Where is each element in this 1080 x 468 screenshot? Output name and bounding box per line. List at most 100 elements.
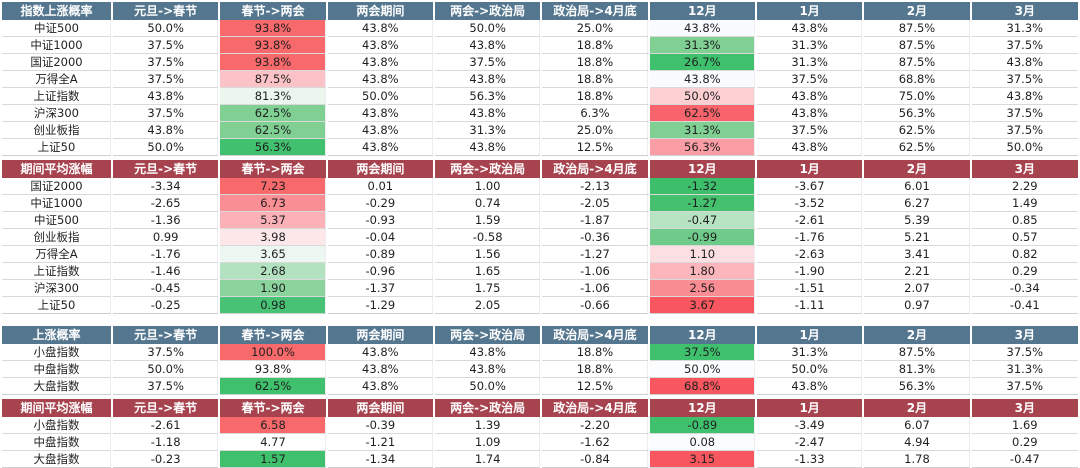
- data-cell: 43.8%: [755, 87, 865, 105]
- data-cell: 0.74: [433, 194, 543, 212]
- data-cell: 43.8%: [326, 36, 435, 54]
- data-cell: 37.5%: [755, 70, 865, 88]
- row-label: 创业板指: [2, 121, 113, 139]
- data-cell: -0.47: [648, 211, 757, 229]
- data-cell: 43.8%: [326, 53, 435, 71]
- column-header: 1月: [755, 399, 865, 417]
- data-cell: 2.05: [433, 296, 543, 314]
- data-cell: 100.0%: [219, 344, 328, 361]
- data-cell: 18.8%: [541, 53, 650, 71]
- data-cell: 37.5%: [970, 377, 1078, 395]
- table-title: 期间平均涨幅: [2, 160, 113, 178]
- column-header: 1月: [755, 2, 865, 20]
- row-label: 沪深300: [2, 104, 113, 122]
- data-cell: 2.68: [219, 262, 328, 280]
- column-header: 政治局->4月底: [541, 160, 650, 178]
- table-row: 创业板指 43.8% 62.5% 43.8% 31.3% 25.0% 31.3% 37.5% 6…: [2, 121, 1078, 139]
- row-label: 小盘指数: [2, 417, 113, 434]
- column-header: 政治局->4月底: [541, 399, 650, 417]
- data-cell: 1.57: [219, 450, 328, 468]
- column-header: 3月: [970, 160, 1078, 178]
- data-cell: 1.90: [219, 279, 328, 297]
- table-row: 创业板指 0.99 3.98 -0.04 -0.58 -0.36 -0.99 -1.76 5.2…: [2, 228, 1078, 246]
- data-cell: 0.08: [648, 433, 757, 451]
- data-cell: 93.8%: [219, 36, 328, 54]
- data-cell: 37.5%: [970, 344, 1078, 361]
- data-cell: 43.8%: [433, 138, 543, 156]
- table-row: 国证2000 -3.34 7.23 0.01 1.00 -2.13 -1.32 -3.67 6.…: [2, 178, 1078, 195]
- data-cell: -3.34: [112, 178, 221, 195]
- column-header: 两会->政治局: [433, 2, 543, 20]
- data-cell: 18.8%: [541, 344, 650, 361]
- data-cell: 6.07: [863, 417, 972, 434]
- data-cell: -1.27: [541, 245, 650, 263]
- data-cell: 43.8%: [755, 138, 865, 156]
- data-cell: 18.8%: [541, 87, 650, 105]
- data-cell: -0.39: [326, 417, 435, 434]
- column-header: 2月: [863, 160, 972, 178]
- table-row: 小盘指数 37.5% 100.0% 43.8% 43.8% 18.8% 37.5% 31.3%…: [2, 344, 1078, 361]
- data-cell: -1.32: [648, 178, 757, 195]
- data-cell: -0.96: [326, 262, 435, 280]
- data-cell: 0.29: [970, 433, 1078, 451]
- column-header: 2月: [863, 326, 972, 344]
- data-cell: 31.3%: [433, 121, 543, 139]
- data-cell: 50.0%: [433, 20, 543, 37]
- data-cell: 37.5%: [112, 36, 221, 54]
- data-cell: -0.23: [112, 450, 221, 468]
- data-cell: 68.8%: [648, 377, 757, 395]
- table-title: 期间平均涨幅: [2, 399, 113, 417]
- table-row: 国证2000 37.5% 93.8% 43.8% 37.5% 18.8% 26.7% 31.3…: [2, 53, 1078, 71]
- data-cell: -2.61: [755, 211, 865, 229]
- row-label: 万得全A: [2, 245, 113, 263]
- data-cell: 1.65: [433, 262, 543, 280]
- data-cell: 1.78: [863, 450, 972, 468]
- data-cell: 3.15: [648, 450, 757, 468]
- table-row: 中证500 50.0% 93.8% 43.8% 50.0% 25.0% 43.8% 43.8%…: [2, 20, 1078, 37]
- data-cell: 43.8%: [970, 87, 1078, 105]
- data-cell: 62.5%: [219, 377, 328, 395]
- data-cell: 56.3%: [648, 138, 757, 156]
- table-row: 万得全A 37.5% 87.5% 43.8% 43.8% 18.8% 43.8% 37.5% 6…: [2, 70, 1078, 88]
- column-header: 元旦->春节: [112, 2, 221, 20]
- data-cell: -0.41: [970, 296, 1078, 314]
- data-cell: 0.85: [970, 211, 1078, 229]
- data-cell: 18.8%: [541, 360, 650, 378]
- data-cell: 31.3%: [648, 121, 757, 139]
- data-cell: 1.80: [648, 262, 757, 280]
- table-row: 大盘指数 37.5% 62.5% 43.8% 50.0% 12.5% 68.8% 43.8% 5…: [2, 377, 1078, 395]
- row-label: 上证指数: [2, 262, 113, 280]
- column-header: 元旦->春节: [112, 326, 221, 344]
- data-cell: 5.21: [863, 228, 972, 246]
- table-row: 上证50 50.0% 56.3% 43.8% 43.8% 12.5% 56.3% 43.8% 6…: [2, 138, 1078, 156]
- data-cell: 1.09: [433, 433, 543, 451]
- column-header: 12月: [648, 399, 757, 417]
- data-cell: 3.67: [648, 296, 757, 314]
- column-header: 3月: [970, 2, 1078, 20]
- data-cell: 1.74: [433, 450, 543, 468]
- data-cell: -1.34: [326, 450, 435, 468]
- data-cell: 43.8%: [326, 20, 435, 37]
- data-cell: 1.00: [433, 178, 543, 195]
- data-cell: 62.5%: [219, 104, 328, 122]
- data-cell: 43.8%: [326, 70, 435, 88]
- data-cell: -0.34: [970, 279, 1078, 297]
- table-row: 中证500 -1.36 5.37 -0.93 1.59 -1.87 -0.47 -2.61 5.…: [2, 211, 1078, 229]
- table-row: 中证1000 -2.65 6.73 -0.29 0.74 -2.05 -1.27 -3.52 6…: [2, 194, 1078, 212]
- data-cell: 43.8%: [326, 360, 435, 378]
- data-cell: 37.5%: [970, 70, 1078, 88]
- column-header: 两会期间: [326, 2, 435, 20]
- data-cell: 18.8%: [541, 36, 650, 54]
- column-header: 12月: [648, 326, 757, 344]
- row-label: 万得全A: [2, 70, 113, 88]
- data-cell: -2.61: [112, 417, 221, 434]
- data-cell: 1.56: [433, 245, 543, 263]
- data-cell: 43.8%: [326, 104, 435, 122]
- data-cell: 43.8%: [433, 36, 543, 54]
- row-label: 创业板指: [2, 228, 113, 246]
- data-cell: 50.0%: [112, 360, 221, 378]
- data-cell: -2.47: [755, 433, 865, 451]
- data-cell: -1.21: [326, 433, 435, 451]
- column-header: 2月: [863, 2, 972, 20]
